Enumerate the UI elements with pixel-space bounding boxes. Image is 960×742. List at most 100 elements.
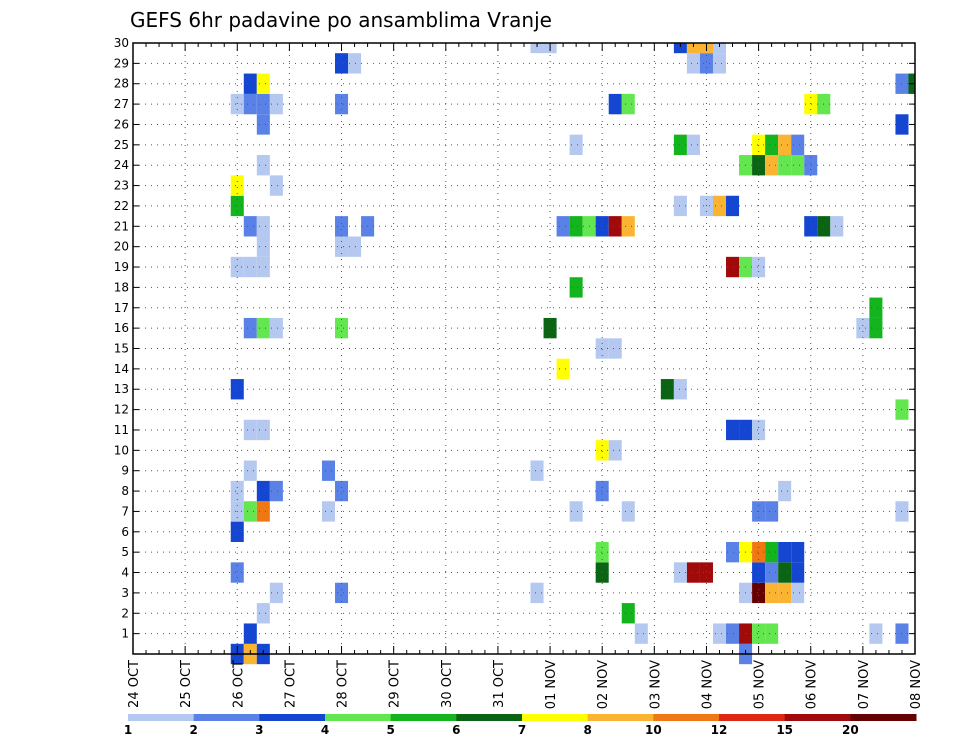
precip-cell <box>673 562 687 583</box>
colorbar-label: 1 <box>124 723 132 737</box>
x-tick-label: 28 OCT <box>336 660 351 708</box>
precip-cell <box>765 582 779 604</box>
y-tick-label: 20 <box>114 240 129 254</box>
precip-cell <box>869 317 883 339</box>
y-tick-label: 4 <box>121 566 129 580</box>
precip-cell <box>791 155 805 176</box>
x-tick-label: 25 OCT <box>179 660 194 708</box>
y-tick-label: 5 <box>121 545 129 559</box>
precip-cell <box>243 93 257 115</box>
plot-frame <box>132 42 916 655</box>
precip-cell <box>804 93 818 115</box>
precip-cell <box>556 216 570 237</box>
precip-cell <box>765 623 779 644</box>
precip-cell <box>673 195 687 217</box>
precip-cell <box>726 541 740 563</box>
precip-cell <box>256 93 270 115</box>
precip-cell <box>621 93 635 115</box>
precip-cell <box>348 53 362 74</box>
precip-cell <box>791 134 805 156</box>
y-tick-label: 7 <box>121 504 129 518</box>
x-tick-label: 03 NOV <box>648 660 663 709</box>
y-axis-ticks: 1234567891011121314151617181920212223242… <box>114 36 915 641</box>
precip-cell <box>230 93 244 115</box>
y-tick-label: 15 <box>114 342 129 356</box>
x-tick-label: 06 NOV <box>805 660 820 709</box>
precip-cell <box>752 562 766 583</box>
precip-cell <box>321 460 336 481</box>
precip-cell <box>269 582 283 604</box>
y-tick-label: 8 <box>121 484 129 498</box>
precip-cell <box>608 216 622 237</box>
colorbar-swatch <box>259 714 326 721</box>
precip-cell <box>269 175 283 196</box>
x-tick-label: 31 OCT <box>492 660 507 708</box>
precip-cell <box>673 379 687 400</box>
y-tick-label: 22 <box>114 199 129 213</box>
chart-title: GEFS 6hr padavine po ansamblima Vranje <box>130 8 552 32</box>
y-tick-label: 17 <box>114 301 129 315</box>
y-tick-label: 29 <box>114 56 129 70</box>
precip-cell <box>712 43 727 54</box>
precip-cell <box>699 53 713 74</box>
y-tick-label: 18 <box>114 280 129 294</box>
colorbar-swatch <box>850 714 917 721</box>
colorbar-label: 10 <box>645 723 662 737</box>
precip-cell <box>230 256 244 278</box>
y-tick-label: 19 <box>114 260 129 274</box>
precip-cell <box>765 562 779 583</box>
precip-cell <box>230 521 244 542</box>
x-tick-label: 04 NOV <box>700 660 715 709</box>
precip-cell <box>230 480 244 502</box>
precip-cell <box>791 562 805 583</box>
precip-cell <box>752 419 766 441</box>
y-tick-label: 16 <box>114 321 129 335</box>
precip-cell <box>804 216 818 237</box>
colorbar-swatch <box>587 714 654 721</box>
precip-cell <box>856 317 870 339</box>
y-tick-label: 26 <box>114 117 129 131</box>
precip-cell <box>595 541 609 563</box>
precip-cell <box>608 440 622 461</box>
precip-cell <box>335 317 349 339</box>
colorbar-swatch <box>653 714 720 721</box>
precip-cell <box>869 297 883 318</box>
precip-cell <box>256 73 270 94</box>
precip-cell <box>530 43 544 54</box>
precip-cell <box>530 460 544 481</box>
precip-cell <box>712 195 727 217</box>
precip-cell <box>256 603 270 624</box>
y-tick-label: 12 <box>114 403 129 417</box>
y-tick-label: 3 <box>121 586 129 600</box>
precip-cell <box>335 53 349 74</box>
x-axis-ticks: 24 OCT 25 OCT 26 OCT 27 OCT 28 OCT 29 OCT 30 O… <box>127 43 924 709</box>
colorbar-swatch <box>456 714 523 721</box>
precip-cell <box>243 460 257 481</box>
precip-cell <box>569 216 583 237</box>
precip-cell <box>230 379 244 400</box>
colorbar-swatch <box>522 714 589 721</box>
precip-cell <box>321 501 336 522</box>
precip-cell <box>765 134 779 156</box>
colorbar-swatch <box>325 714 392 721</box>
x-tick-label: 29 OCT <box>388 660 403 708</box>
colorbar-swatch <box>719 714 786 721</box>
precip-cell <box>256 216 270 237</box>
precip-cell <box>804 155 818 176</box>
gridlines <box>133 43 915 654</box>
x-tick-label: 02 NOV <box>596 660 611 709</box>
precip-cell <box>752 155 766 176</box>
precip-cell <box>686 562 700 583</box>
y-tick-label: 14 <box>114 362 129 376</box>
y-tick-label: 11 <box>114 423 129 437</box>
precip-cell <box>608 93 622 115</box>
precip-cell <box>243 623 257 644</box>
colorbar-label: 3 <box>255 723 263 737</box>
precip-cell <box>335 480 349 502</box>
precip-cell <box>569 277 583 298</box>
precip-cell <box>869 623 883 644</box>
precip-cell <box>765 541 779 563</box>
precip-cell <box>726 256 740 278</box>
colorbar-label: 6 <box>452 723 460 737</box>
